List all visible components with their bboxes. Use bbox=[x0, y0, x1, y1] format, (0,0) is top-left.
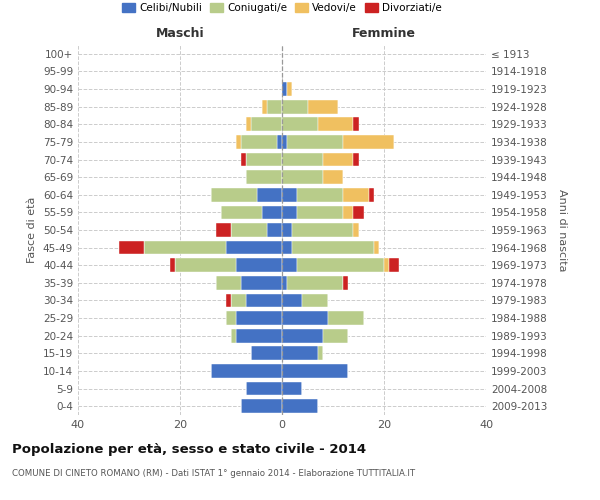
Bar bbox=[282, 206, 298, 220]
Bar bbox=[282, 240, 292, 254]
Bar bbox=[226, 311, 236, 325]
Legend: Celibi/Nubili, Coniugati/e, Vedovi/e, Divorziati/e: Celibi/Nubili, Coniugati/e, Vedovi/e, Di… bbox=[118, 0, 446, 17]
Bar bbox=[231, 294, 247, 308]
Text: COMUNE DI CINETO ROMANO (RM) - Dati ISTAT 1° gennaio 2014 - Elaborazione TUTTITA: COMUNE DI CINETO ROMANO (RM) - Dati ISTA… bbox=[12, 469, 415, 478]
Bar bbox=[282, 135, 287, 149]
Bar bbox=[236, 258, 282, 272]
Bar bbox=[287, 276, 343, 289]
Bar bbox=[251, 118, 282, 131]
Bar bbox=[247, 118, 251, 131]
Bar bbox=[236, 311, 282, 325]
Bar bbox=[318, 118, 353, 131]
Bar bbox=[241, 276, 282, 289]
Bar bbox=[119, 240, 145, 254]
Bar bbox=[262, 100, 267, 114]
Bar bbox=[247, 382, 282, 396]
Bar bbox=[231, 329, 236, 342]
Bar bbox=[251, 346, 282, 360]
Bar bbox=[323, 170, 343, 184]
Bar bbox=[343, 188, 369, 202]
Bar bbox=[170, 258, 175, 272]
Bar bbox=[226, 294, 231, 308]
Bar bbox=[211, 188, 257, 202]
Bar bbox=[231, 223, 267, 237]
Bar bbox=[282, 329, 323, 342]
Bar bbox=[282, 82, 287, 96]
Bar bbox=[216, 223, 231, 237]
Bar bbox=[343, 135, 394, 149]
Bar bbox=[247, 152, 282, 166]
Bar bbox=[241, 400, 282, 413]
Bar bbox=[308, 100, 338, 114]
Bar bbox=[282, 118, 318, 131]
Bar bbox=[302, 294, 328, 308]
Bar bbox=[298, 206, 343, 220]
Bar bbox=[374, 240, 379, 254]
Bar bbox=[282, 400, 318, 413]
Bar bbox=[343, 206, 353, 220]
Bar bbox=[282, 346, 318, 360]
Bar bbox=[328, 311, 364, 325]
Bar bbox=[287, 135, 343, 149]
Bar bbox=[353, 206, 364, 220]
Bar bbox=[353, 152, 359, 166]
Bar bbox=[282, 311, 328, 325]
Bar bbox=[175, 258, 236, 272]
Bar bbox=[267, 223, 282, 237]
Bar bbox=[267, 100, 282, 114]
Bar bbox=[277, 135, 282, 149]
Bar bbox=[353, 118, 359, 131]
Bar bbox=[282, 223, 292, 237]
Bar bbox=[292, 240, 374, 254]
Bar bbox=[226, 240, 282, 254]
Bar bbox=[323, 152, 353, 166]
Bar bbox=[241, 135, 277, 149]
Bar bbox=[298, 258, 384, 272]
Bar bbox=[384, 258, 389, 272]
Bar bbox=[282, 100, 308, 114]
Bar bbox=[298, 188, 343, 202]
Text: Femmine: Femmine bbox=[352, 26, 416, 40]
Bar bbox=[353, 223, 359, 237]
Bar bbox=[247, 170, 282, 184]
Text: Maschi: Maschi bbox=[155, 26, 205, 40]
Bar bbox=[221, 206, 262, 220]
Text: Popolazione per età, sesso e stato civile - 2014: Popolazione per età, sesso e stato civil… bbox=[12, 442, 366, 456]
Bar bbox=[282, 294, 302, 308]
Bar bbox=[282, 382, 302, 396]
Bar bbox=[282, 276, 287, 289]
Bar bbox=[262, 206, 282, 220]
Bar bbox=[282, 170, 323, 184]
Bar bbox=[211, 364, 282, 378]
Bar bbox=[369, 188, 374, 202]
Bar bbox=[216, 276, 241, 289]
Bar bbox=[323, 329, 349, 342]
Bar bbox=[236, 135, 241, 149]
Bar bbox=[292, 223, 353, 237]
Bar bbox=[282, 258, 298, 272]
Bar bbox=[236, 329, 282, 342]
Y-axis label: Fasce di età: Fasce di età bbox=[28, 197, 37, 263]
Bar bbox=[318, 346, 323, 360]
Bar bbox=[343, 276, 349, 289]
Bar bbox=[282, 152, 323, 166]
Bar bbox=[282, 188, 298, 202]
Bar bbox=[247, 294, 282, 308]
Bar bbox=[287, 82, 292, 96]
Y-axis label: Anni di nascita: Anni di nascita bbox=[557, 188, 567, 271]
Bar bbox=[389, 258, 400, 272]
Bar bbox=[241, 152, 247, 166]
Bar bbox=[282, 364, 349, 378]
Bar bbox=[145, 240, 226, 254]
Bar bbox=[257, 188, 282, 202]
